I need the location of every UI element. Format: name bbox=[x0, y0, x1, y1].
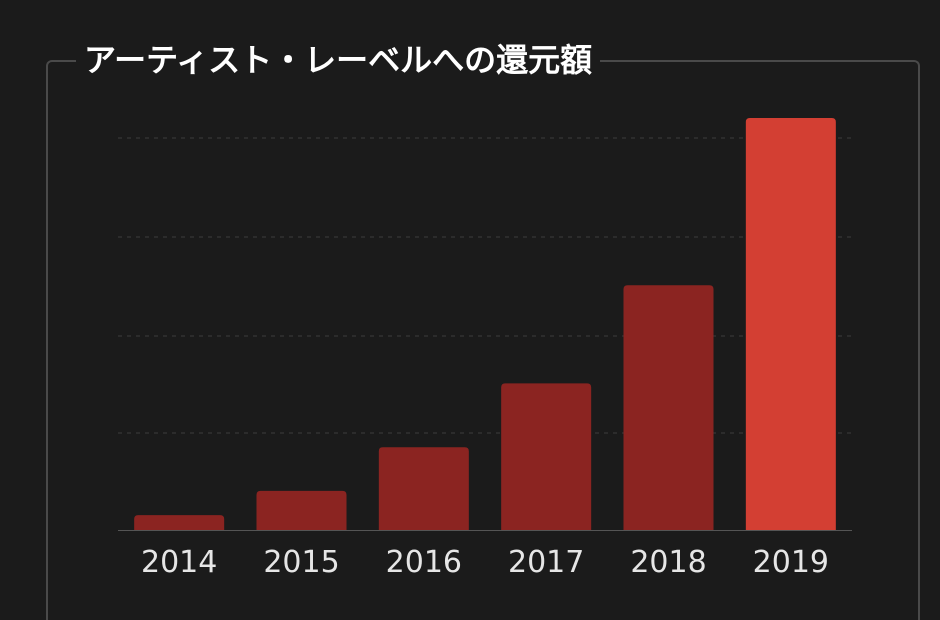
bars bbox=[134, 118, 836, 530]
grid-lines bbox=[118, 137, 852, 434]
bar-2019 bbox=[745, 118, 836, 530]
bar-2014 bbox=[134, 515, 225, 530]
x-tick-labels: 2014 2015 2016 2017 2018 2019 bbox=[141, 545, 829, 580]
chart-title: アーティスト・レーベルへの還元額 bbox=[76, 38, 601, 82]
bar-2015 bbox=[256, 490, 347, 530]
x-tick-label: 2014 bbox=[141, 545, 217, 580]
x-tick-label: 2017 bbox=[508, 545, 584, 580]
bar-2018 bbox=[623, 285, 714, 530]
bar-2017 bbox=[501, 383, 592, 530]
x-tick-label: 2015 bbox=[263, 545, 339, 580]
x-tick-label: 2016 bbox=[386, 545, 462, 580]
x-tick-label: 2018 bbox=[630, 545, 706, 580]
x-tick-label: 2019 bbox=[753, 545, 829, 580]
bar-2016 bbox=[378, 447, 469, 530]
